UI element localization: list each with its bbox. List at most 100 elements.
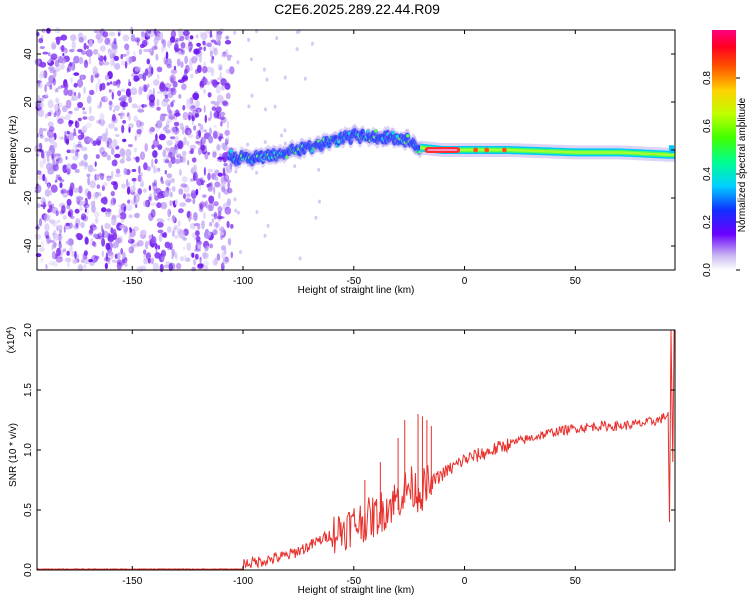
ridge-hot-core [427,149,458,151]
noise-speckle [134,212,140,219]
noise-speckle [63,83,69,89]
noise-speckle [53,142,58,149]
noise-speckle [108,31,116,37]
colorbar-label: Normalized spectral amplitude [737,97,748,232]
noise-speckle [76,78,84,88]
noise-speckle [118,262,124,267]
noise-speckle [227,136,230,144]
noise-speckle [68,120,74,125]
noise-speckle [86,173,91,178]
noise-speckle [211,79,217,86]
noise-speckle [171,254,174,260]
noise-speckle [148,196,152,201]
noise-speckle [35,153,40,157]
noise-speckle [191,252,195,258]
noise-speckle [217,172,223,177]
noise-speckle [209,110,213,120]
noise-speckle [123,167,128,175]
noise-speckle [121,219,125,223]
noise-speckle [203,260,209,267]
noise-speckle [126,49,130,56]
noise-speckle [43,202,46,206]
noise-speckle [295,47,299,52]
spectrogram-panel: -150 -100 -50 0 50 -40 -20 0 20 40 Height of str… [8,26,676,296]
noise-speckle [175,199,178,206]
spectrogram-x-ticks: -150 -100 -50 0 50 [122,30,581,287]
ridge-hot-spot [502,147,507,153]
noise-speckle [179,35,185,42]
noise-speckle [44,189,51,197]
colorbar: 0.0 0.2 0.4 0.6 0.8 Normalized spectral ampl… [702,30,748,277]
noise-speckle [40,257,44,263]
noise-speckle [93,48,99,55]
noise-speckle [226,198,231,207]
noise-speckle [133,243,140,248]
noise-speckle [77,92,81,99]
noise-speckle [44,214,51,222]
noise-speckle [162,39,167,48]
noise-speckle [126,204,133,212]
noise-speckle [185,198,192,203]
noise-speckle [167,208,172,218]
noise-speckle [156,106,161,111]
noise-speckle [49,189,53,196]
noise-speckle [173,121,180,127]
noise-speckle [48,204,53,213]
noise-speckle [49,84,53,90]
snr-y-ticks: 0.0 0.5 1.0 1.5 2.0 [23,323,675,577]
noise-speckle [62,164,68,174]
noise-speckle [142,188,147,193]
noise-speckle [266,223,270,228]
noise-speckle [44,92,49,98]
noise-speckle [49,69,55,74]
noise-speckle [202,194,207,198]
noise-speckle [120,248,124,255]
noise-speckle [219,231,224,236]
noise-speckle [191,56,198,64]
noise-speckle [174,135,179,145]
noise-speckle [91,168,97,172]
noise-speckle [117,32,121,37]
noise-speckle [102,228,105,238]
noise-speckle [198,129,202,139]
noise-speckle [220,78,227,86]
noise-speckle [169,191,173,198]
noise-speckle [123,226,128,235]
noise-speckle [98,118,101,125]
noise-speckle [83,59,89,69]
noise-speckle [50,184,58,193]
noise-speckle [157,167,160,172]
noise-speckle [70,149,75,154]
noise-speckle [110,197,116,206]
noise-speckle [223,172,226,177]
noise-speckle [197,64,202,74]
noise-speckle [101,238,106,247]
noise-speckle [70,34,77,42]
noise-speckle [213,201,219,207]
noise-speckle [293,164,297,169]
noise-speckle [97,104,102,109]
noise-speckle [46,162,53,171]
noise-speckle [213,230,217,236]
noise-speckle [98,172,105,177]
colorbar-ticks: 0.0 0.2 0.4 0.6 0.8 [702,71,740,277]
noise-speckle [214,176,219,181]
noise-speckle [157,229,164,234]
noise-speckle [90,74,94,84]
noise-speckle [124,43,130,51]
noise-speckle [206,42,212,48]
noise-speckle [222,100,228,106]
noise-speckle [202,40,206,46]
noise-speckle [185,64,190,74]
noise-speckle [209,127,212,136]
noise-speckle [183,246,186,251]
noise-speckle [152,87,155,97]
noise-speckle [148,94,156,103]
noise-speckle [203,211,206,220]
noise-speckle [164,159,170,164]
noise-speckle [218,191,221,200]
noise-speckle [221,262,225,272]
noise-speckle [208,117,211,121]
noise-speckle [180,42,186,49]
noise-speckle [217,136,224,140]
